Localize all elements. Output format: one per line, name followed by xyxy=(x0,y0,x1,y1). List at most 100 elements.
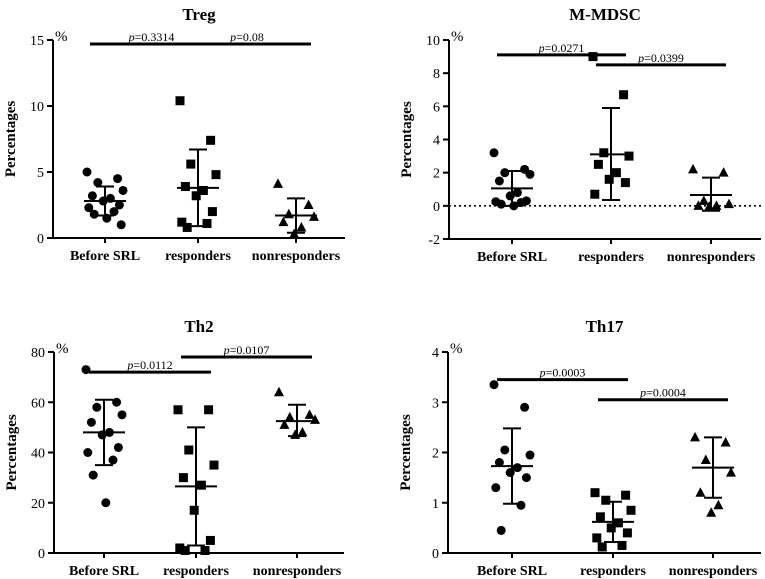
data-point-triangle xyxy=(273,178,283,188)
data-point-square xyxy=(624,151,634,161)
data-point-circle xyxy=(82,167,92,177)
p-value-number: =0.0271 xyxy=(545,41,585,55)
data-point-square xyxy=(621,490,631,500)
chart-title: Th2 xyxy=(184,317,213,336)
data-point-circle xyxy=(101,498,111,508)
data-point-circle xyxy=(118,185,128,195)
data-point-square xyxy=(180,545,190,555)
data-point-circle xyxy=(516,198,526,208)
data-point-circle xyxy=(92,402,102,412)
data-point-circle xyxy=(520,402,530,412)
data-point-circle xyxy=(496,199,506,209)
x-category-label-before-srl: Before SRL xyxy=(477,564,547,579)
p-symbol: p xyxy=(639,386,646,400)
data-point-triangle xyxy=(278,216,289,227)
data-point-square xyxy=(200,545,210,555)
comparison-p-value: p=0.08 xyxy=(229,30,264,44)
data-point-triangle xyxy=(698,195,709,205)
data-point-circle xyxy=(114,200,124,210)
comparison-p-value: p=0.0271 xyxy=(538,41,585,55)
data-point-triangle xyxy=(274,386,284,397)
x-category-label-before-srl: Before SRL xyxy=(69,564,139,579)
data-point-square xyxy=(620,178,630,188)
data-point-square xyxy=(599,148,609,158)
data-point-square xyxy=(175,96,185,106)
p-value-number: =0.0399 xyxy=(644,51,684,65)
data-point-square xyxy=(196,480,206,490)
y-tick-label: 6 xyxy=(433,100,440,115)
data-point-circle xyxy=(109,207,119,217)
data-point-triangle xyxy=(688,163,698,174)
data-point-circle xyxy=(113,174,123,184)
comparison-p-value: p=0.0399 xyxy=(637,51,684,65)
data-point-square xyxy=(619,90,629,100)
data-point-square xyxy=(198,185,208,195)
y-tick-label: 3 xyxy=(432,396,439,411)
group-nonresponders xyxy=(688,163,734,212)
y-unit-label: % xyxy=(451,29,464,45)
data-point-circle xyxy=(112,397,122,407)
group-before-srl xyxy=(81,365,127,508)
data-point-square xyxy=(178,473,188,483)
data-point-triangle xyxy=(711,200,722,210)
data-point-circle xyxy=(521,473,531,483)
data-point-triangle xyxy=(289,228,300,239)
y-unit-label: % xyxy=(450,341,463,357)
data-point-square xyxy=(177,217,187,227)
panel-th2: Th2 0 20 40 60 80 % Percentages Before SRL respon… xyxy=(4,317,344,579)
panel-treg: Treg 0 5 10 15 % Percentages Before SRL responde… xyxy=(3,5,345,264)
data-point-circle xyxy=(83,448,93,457)
data-point-square xyxy=(593,159,603,169)
y-unit-label: % xyxy=(55,29,68,45)
data-point-circle xyxy=(494,176,504,186)
y-tick-label: 0 xyxy=(432,547,439,562)
p-value-number: =0.0112 xyxy=(133,358,172,372)
group-responders xyxy=(588,52,634,202)
data-point-circle xyxy=(93,178,103,188)
data-point-circle xyxy=(102,213,112,223)
x-category-label-responders: responders xyxy=(165,249,231,264)
data-point-square xyxy=(209,460,219,470)
x-category-label-responders: responders xyxy=(163,564,229,579)
data-point-square xyxy=(191,191,201,201)
p-value-number: =0.3314 xyxy=(135,30,175,44)
group-nonresponders xyxy=(690,431,736,517)
group-responders xyxy=(173,405,219,555)
data-point-square xyxy=(202,218,212,228)
data-point-triangle xyxy=(279,419,290,429)
comparison-p-value: p=0.3314 xyxy=(128,30,175,44)
y-tick-label: 0 xyxy=(37,232,44,247)
data-point-square xyxy=(175,543,185,553)
y-axis-title: Percentages xyxy=(4,414,20,491)
data-point-circle xyxy=(87,191,97,201)
data-point-triangle xyxy=(290,429,301,439)
x-category-label-nonresponders: nonresponders xyxy=(667,250,756,265)
data-point-square xyxy=(592,533,602,543)
y-tick-label: 80 xyxy=(31,346,45,361)
data-point-square xyxy=(180,182,190,192)
comparison-p-value: p=0.0004 xyxy=(639,386,686,400)
data-point-triangle xyxy=(690,431,700,442)
y-axis-title: Percentages xyxy=(398,414,414,491)
chart-title: Treg xyxy=(182,5,216,24)
group-before-srl xyxy=(489,148,535,211)
data-point-circle xyxy=(512,188,522,198)
data-point-circle xyxy=(494,458,504,468)
y-tick-label: 10 xyxy=(30,100,44,115)
data-point-triangle xyxy=(713,499,724,510)
data-point-square xyxy=(184,445,194,455)
y-tick-label: 1 xyxy=(432,497,439,512)
data-point-square xyxy=(595,512,605,522)
comparison-p-value: p=0.0112 xyxy=(126,358,172,372)
data-point-circle xyxy=(113,442,123,452)
group-before-srl xyxy=(489,380,535,535)
p-value-number: =0.0107 xyxy=(230,343,270,357)
data-point-circle xyxy=(104,427,114,437)
data-point-circle xyxy=(491,483,501,493)
y-axis-title: Percentages xyxy=(399,101,415,178)
p-symbol: p xyxy=(229,30,236,44)
data-point-square xyxy=(622,528,632,538)
data-point-square xyxy=(205,535,215,545)
group-nonresponders xyxy=(274,386,320,439)
data-point-square xyxy=(588,52,598,62)
